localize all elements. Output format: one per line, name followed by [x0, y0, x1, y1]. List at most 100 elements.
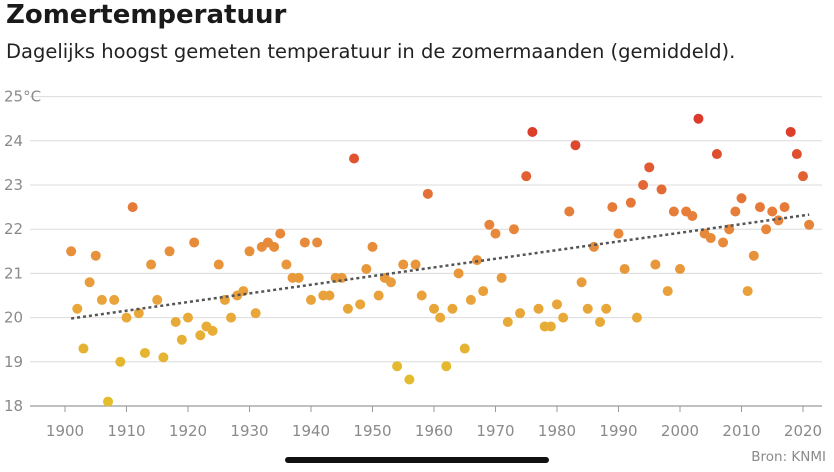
data-point — [146, 259, 157, 270]
x-tick-label: 1910 — [107, 422, 145, 440]
data-point — [367, 241, 378, 252]
data-point — [306, 294, 316, 305]
data-point — [103, 396, 114, 407]
data-point — [422, 188, 433, 199]
x-tick-label: 1900 — [46, 422, 84, 440]
data-point — [244, 246, 255, 257]
x-tick-label: 1940 — [292, 422, 330, 440]
data-point — [355, 299, 366, 310]
data-point — [207, 325, 218, 336]
y-tick-label: 25°C — [4, 88, 41, 106]
data-point — [398, 259, 409, 270]
data-point — [115, 356, 126, 367]
data-point — [441, 361, 452, 372]
x-tick-label: 1930 — [230, 422, 268, 440]
data-point — [158, 352, 169, 363]
data-point — [742, 286, 753, 297]
data-point — [804, 219, 815, 230]
data-point — [675, 263, 685, 274]
data-point — [269, 241, 280, 252]
data-point — [349, 153, 360, 164]
data-point — [170, 317, 181, 328]
trend-line-group — [70, 213, 810, 320]
data-point — [250, 308, 261, 319]
data-point — [570, 140, 581, 151]
y-tick-label: 20 — [4, 309, 23, 327]
data-point — [601, 303, 612, 314]
data-point — [435, 312, 446, 323]
data-point — [226, 312, 237, 323]
data-point — [416, 290, 427, 301]
data-point — [293, 272, 304, 283]
data-point — [515, 308, 526, 319]
data-point — [631, 312, 642, 323]
data-point — [668, 206, 679, 217]
data-point — [453, 268, 464, 279]
data-point — [342, 303, 353, 314]
gridlines — [30, 96, 822, 407]
data-point — [465, 294, 476, 305]
data-point — [478, 286, 489, 297]
data-point — [767, 206, 778, 217]
data-point — [127, 202, 138, 213]
chart-title: Zomertemperatuur — [6, 0, 287, 30]
x-tick-label: 1950 — [353, 422, 391, 440]
data-point — [736, 193, 747, 204]
data-point — [508, 224, 519, 235]
data-point — [613, 228, 624, 239]
data-point — [176, 334, 187, 345]
data-point — [785, 126, 796, 137]
data-point — [373, 290, 384, 301]
data-point — [90, 250, 101, 261]
data-point — [705, 233, 716, 244]
data-point — [582, 303, 593, 314]
data-point — [693, 113, 704, 124]
x-tick-label: 1970 — [476, 422, 514, 440]
data-point — [66, 246, 77, 257]
data-point — [718, 237, 729, 248]
x-axis-ticks: 1900 1910 1920 1930 1940 1950 1960 1970 1980 1990… — [46, 406, 822, 440]
data-point — [183, 312, 193, 323]
data-point — [121, 312, 132, 323]
data-point — [410, 259, 421, 270]
data-point — [662, 286, 673, 297]
data-point — [595, 317, 606, 328]
data-point — [656, 184, 667, 195]
data-point — [189, 237, 200, 248]
data-point — [484, 219, 495, 230]
data-point — [798, 171, 808, 182]
x-tick-label: 1980 — [538, 422, 576, 440]
data-point — [447, 303, 458, 314]
data-point — [625, 197, 636, 208]
data-point — [72, 303, 83, 314]
data-point — [533, 303, 544, 314]
data-point — [496, 272, 507, 283]
x-tick-label: 2020 — [784, 422, 822, 440]
data-point — [730, 206, 741, 217]
data-point — [607, 202, 618, 213]
data-point — [564, 206, 575, 217]
y-tick-label: 23 — [4, 176, 23, 194]
data-point — [588, 241, 599, 252]
data-point — [638, 180, 649, 190]
data-point — [761, 224, 772, 235]
data-point — [281, 259, 292, 270]
y-tick-label: 24 — [4, 132, 23, 150]
data-point — [754, 202, 765, 213]
data-point — [133, 308, 144, 319]
y-axis-ticks: 18 19 20 21 22 23 24 25°C — [4, 88, 41, 415]
data-point — [527, 126, 538, 137]
y-tick-label: 21 — [4, 264, 23, 282]
data-point — [711, 149, 722, 160]
data-point — [96, 294, 107, 305]
data-point — [490, 228, 501, 239]
source-label: Bron: KNMI — [751, 449, 826, 465]
home-indicator-bar[interactable] — [285, 457, 549, 463]
data-point — [152, 294, 163, 305]
y-tick-label: 22 — [4, 220, 23, 238]
data-point — [361, 263, 372, 274]
data-point — [324, 290, 335, 301]
x-tick-label: 2000 — [661, 422, 699, 440]
x-tick-label: 1920 — [169, 422, 207, 440]
